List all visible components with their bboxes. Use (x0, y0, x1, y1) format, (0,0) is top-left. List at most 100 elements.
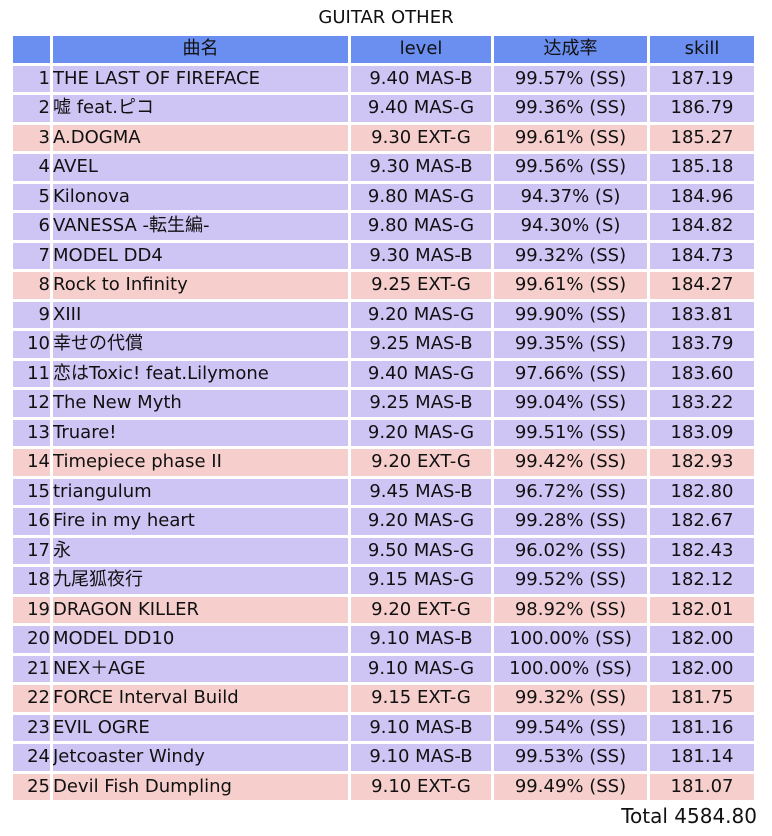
level-cell: 9.10 EXT-G (351, 773, 491, 800)
table-row: 7 MODEL DD4 9.30 MAS-B 99.32% (SS) 184.73 (13, 242, 754, 269)
rank-cell: 24 (13, 744, 50, 771)
level-cell: 9.40 MAS-G (351, 360, 491, 387)
song-title-cell: Devil Fish Dumpling (53, 773, 348, 800)
song-title-cell: Truare! (53, 419, 348, 446)
rank-cell: 17 (13, 537, 50, 564)
table-row: 11 恋はToxic! feat.Lilymone 9.40 MAS-G 97.66%… (13, 360, 754, 387)
skill-cell: 182.43 (650, 537, 754, 564)
level-cell: 9.20 MAS-G (351, 508, 491, 535)
table-row: 23 EVIL OGRE 9.10 MAS-B 99.54% (SS) 181.16 (13, 714, 754, 741)
skill-cell: 185.18 (650, 154, 754, 181)
song-title-cell: VANESSA -転生編- (53, 213, 348, 240)
level-cell: 9.40 MAS-B (351, 65, 491, 92)
table-row: 9 XIII 9.20 MAS-G 99.90% (SS) 183.81 (13, 301, 754, 328)
achievement-rate-cell: 94.37% (S) (494, 183, 647, 210)
song-title-cell: 嘘 feat.ピコ (53, 95, 348, 122)
rank-cell: 9 (13, 301, 50, 328)
rank-cell: 23 (13, 714, 50, 741)
skill-cell: 183.09 (650, 419, 754, 446)
achievement-rate-cell: 100.00% (SS) (494, 655, 647, 682)
rank-cell: 6 (13, 213, 50, 240)
achievement-rate-cell: 99.51% (SS) (494, 419, 647, 446)
table-row: 16 Fire in my heart 9.20 MAS-G 99.28% (SS) 1… (13, 508, 754, 535)
table-row: 13 Truare! 9.20 MAS-G 99.51% (SS) 183.09 (13, 419, 754, 446)
achievement-rate-cell: 99.57% (SS) (494, 65, 647, 92)
skill-cell: 182.01 (650, 596, 754, 623)
level-cell: 9.50 MAS-G (351, 537, 491, 564)
skill-cell: 184.73 (650, 242, 754, 269)
table-row: 24 Jetcoaster Windy 9.10 MAS-B 99.53% (SS) 1… (13, 744, 754, 771)
table-row: 3 A.DOGMA 9.30 EXT-G 99.61% (SS) 185.27 (13, 124, 754, 151)
achievement-rate-cell: 96.02% (SS) (494, 537, 647, 564)
table-row: 25 Devil Fish Dumpling 9.10 EXT-G 99.49% (S… (13, 773, 754, 800)
table-row: 5 Kilonova 9.80 MAS-G 94.37% (S) 184.96 (13, 183, 754, 210)
achievement-rate-cell: 99.56% (SS) (494, 154, 647, 181)
level-column-header: level (351, 36, 491, 63)
table-row: 1 THE LAST OF FIREFACE 9.40 MAS-B 99.57% (S… (13, 65, 754, 92)
rank-cell: 22 (13, 685, 50, 712)
skill-cell: 186.79 (650, 95, 754, 122)
rank-cell: 1 (13, 65, 50, 92)
rank-cell: 3 (13, 124, 50, 151)
song-title-cell: Rock to Infinity (53, 272, 348, 299)
song-title-cell: 恋はToxic! feat.Lilymone (53, 360, 348, 387)
rank-column-header (13, 36, 50, 63)
song-title-cell: AVEL (53, 154, 348, 181)
rank-cell: 20 (13, 626, 50, 653)
table-row: 14 Timepiece phase II 9.20 EXT-G 99.42% (SS… (13, 449, 754, 476)
song-title-cell: DRAGON KILLER (53, 596, 348, 623)
level-cell: 9.15 EXT-G (351, 685, 491, 712)
song-title-cell: FORCE Interval Build (53, 685, 348, 712)
achievement-rate-cell: 98.92% (SS) (494, 596, 647, 623)
rank-cell: 15 (13, 478, 50, 505)
achievement-rate-cell: 96.72% (SS) (494, 478, 647, 505)
level-cell: 9.10 MAS-B (351, 626, 491, 653)
achievement-rate-cell: 99.32% (SS) (494, 685, 647, 712)
song-title-cell: EVIL OGRE (53, 714, 348, 741)
skill-column-header: skill (650, 36, 754, 63)
achievement-rate-cell: 99.35% (SS) (494, 331, 647, 358)
level-cell: 9.20 MAS-G (351, 301, 491, 328)
rank-cell: 16 (13, 508, 50, 535)
skill-cell: 183.81 (650, 301, 754, 328)
song-title-cell: 永 (53, 537, 348, 564)
skill-cell: 181.07 (650, 773, 754, 800)
song-title-cell: 九尾狐夜行 (53, 567, 348, 594)
rank-cell: 13 (13, 419, 50, 446)
skill-cell: 183.79 (650, 331, 754, 358)
achievement-rate-cell: 99.42% (SS) (494, 449, 647, 476)
achievement-rate-cell: 99.36% (SS) (494, 95, 647, 122)
level-cell: 9.30 MAS-B (351, 154, 491, 181)
table-row: 15 triangulum 9.45 MAS-B 96.72% (SS) 182.80 (13, 478, 754, 505)
skill-cell: 184.27 (650, 272, 754, 299)
achievement-rate-cell: 99.90% (SS) (494, 301, 647, 328)
level-cell: 9.15 MAS-G (351, 567, 491, 594)
skill-cell: 183.22 (650, 390, 754, 417)
rank-cell: 2 (13, 95, 50, 122)
table-row: 6 VANESSA -転生編- 9.80 MAS-G 94.30% (S) 184.82 (13, 213, 754, 240)
achievement-rate-cell: 99.53% (SS) (494, 744, 647, 771)
achievement-rate-cell: 99.61% (SS) (494, 124, 647, 151)
table-row: 18 九尾狐夜行 9.15 MAS-G 99.52% (SS) 182.12 (13, 567, 754, 594)
level-cell: 9.45 MAS-B (351, 478, 491, 505)
skill-cell: 187.19 (650, 65, 754, 92)
skill-cell: 183.60 (650, 360, 754, 387)
page-title: GUITAR OTHER (318, 7, 454, 28)
table-row: 22 FORCE Interval Build 9.15 EXT-G 99.32% (… (13, 685, 754, 712)
level-cell: 9.80 MAS-G (351, 213, 491, 240)
rank-cell: 10 (13, 331, 50, 358)
skill-table: 曲名 level 达成率 skill 1 THE LAST OF FIREFACE… (10, 33, 757, 803)
achievement-rate-cell: 99.04% (SS) (494, 390, 647, 417)
song-title-cell: The New Myth (53, 390, 348, 417)
total-skill: Total 4584.80 (621, 804, 757, 828)
song-title-cell: MODEL DD4 (53, 242, 348, 269)
level-cell: 9.40 MAS-G (351, 95, 491, 122)
achievement-rate-cell: 100.00% (SS) (494, 626, 647, 653)
rank-cell: 19 (13, 596, 50, 623)
skill-cell: 181.14 (650, 744, 754, 771)
rank-cell: 11 (13, 360, 50, 387)
level-cell: 9.30 MAS-B (351, 242, 491, 269)
rank-cell: 14 (13, 449, 50, 476)
level-cell: 9.10 MAS-B (351, 714, 491, 741)
